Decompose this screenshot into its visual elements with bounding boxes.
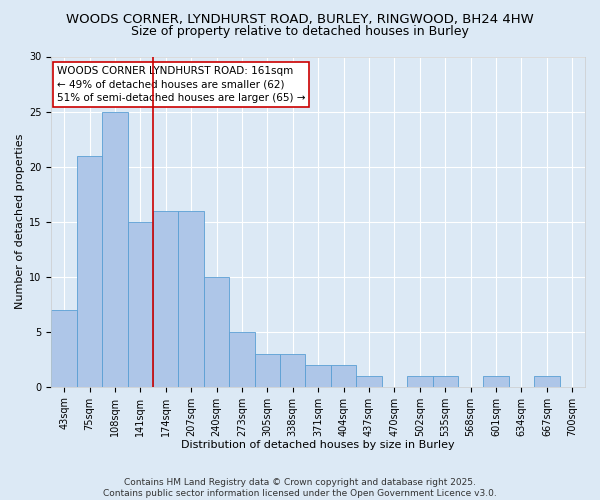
X-axis label: Distribution of detached houses by size in Burley: Distribution of detached houses by size … bbox=[181, 440, 455, 450]
Y-axis label: Number of detached properties: Number of detached properties bbox=[15, 134, 25, 310]
Text: Size of property relative to detached houses in Burley: Size of property relative to detached ho… bbox=[131, 25, 469, 38]
Bar bbox=[356, 376, 382, 386]
Bar bbox=[433, 376, 458, 386]
Bar bbox=[254, 354, 280, 386]
Bar bbox=[484, 376, 509, 386]
Bar bbox=[52, 310, 77, 386]
Bar bbox=[280, 354, 305, 386]
Bar bbox=[305, 364, 331, 386]
Bar bbox=[407, 376, 433, 386]
Text: WOODS CORNER LYNDHURST ROAD: 161sqm
← 49% of detached houses are smaller (62)
51: WOODS CORNER LYNDHURST ROAD: 161sqm ← 49… bbox=[57, 66, 305, 103]
Bar bbox=[77, 156, 102, 386]
Text: WOODS CORNER, LYNDHURST ROAD, BURLEY, RINGWOOD, BH24 4HW: WOODS CORNER, LYNDHURST ROAD, BURLEY, RI… bbox=[66, 12, 534, 26]
Bar bbox=[102, 112, 128, 386]
Bar bbox=[229, 332, 254, 386]
Bar bbox=[128, 222, 153, 386]
Text: Contains HM Land Registry data © Crown copyright and database right 2025.
Contai: Contains HM Land Registry data © Crown c… bbox=[103, 478, 497, 498]
Bar bbox=[178, 210, 204, 386]
Bar bbox=[534, 376, 560, 386]
Bar bbox=[331, 364, 356, 386]
Bar bbox=[153, 210, 178, 386]
Bar bbox=[204, 276, 229, 386]
